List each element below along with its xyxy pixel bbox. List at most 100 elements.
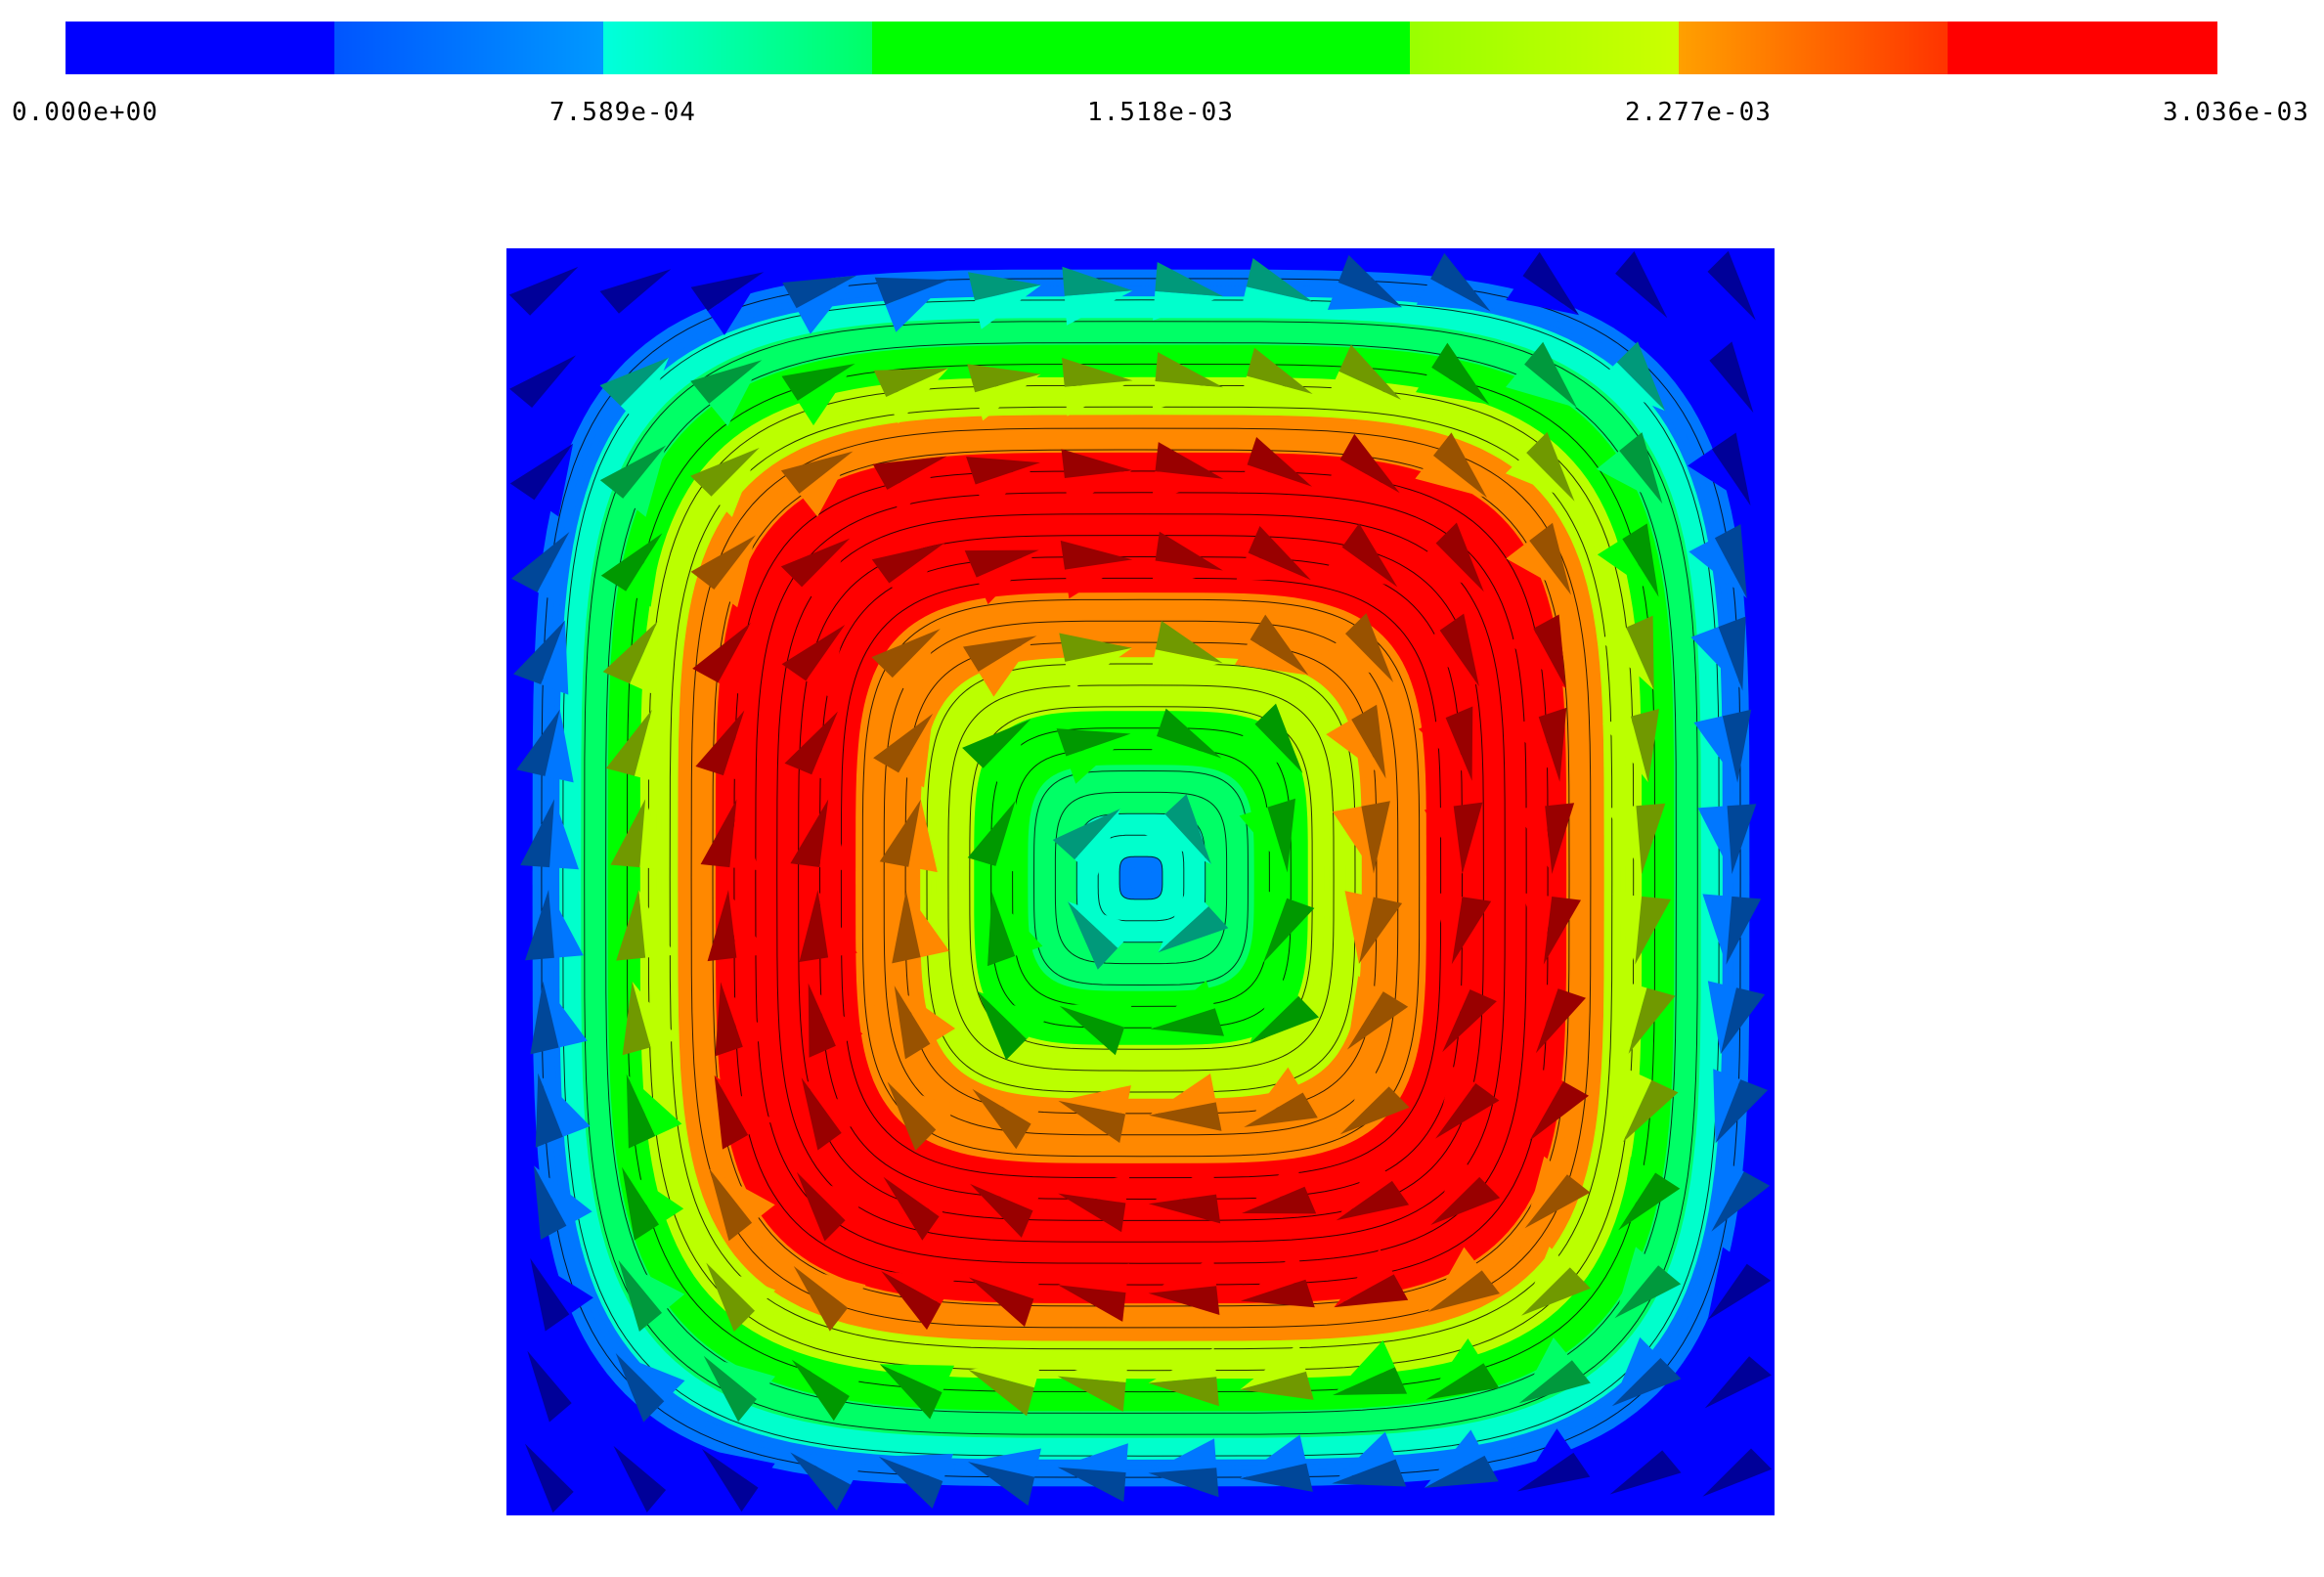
- velocity-arrow: [1062, 357, 1133, 416]
- contour-line: [840, 577, 1442, 1179]
- colorbar-segment: [334, 22, 604, 74]
- velocity-arrow: [1240, 1343, 1314, 1400]
- contour-line: [541, 278, 1741, 1478]
- velocity-arrow: [1416, 613, 1479, 687]
- velocity-arrow: [873, 368, 948, 424]
- contour-line: [733, 470, 1549, 1286]
- colorbar-tick-label: 7.589e-04: [549, 98, 696, 127]
- velocity-arrow: [871, 629, 941, 699]
- velocity-arrow: [1522, 893, 1581, 965]
- velocity-arrow: [1057, 1263, 1129, 1322]
- velocity-arrow: [1057, 1443, 1128, 1503]
- velocity-arrow: [780, 451, 854, 517]
- contour-line: [926, 663, 1356, 1093]
- velocity-arrow: [1432, 892, 1492, 965]
- velocity-arrow: [695, 710, 752, 785]
- velocity-arrow: [520, 799, 579, 870]
- velocity-arrow: [1687, 341, 1754, 414]
- contour-line: [755, 492, 1527, 1264]
- velocity-arrow: [1236, 526, 1311, 581]
- velocity-arrow: [1238, 437, 1312, 493]
- velocity-arrow: [1235, 614, 1309, 676]
- velocity-arrow: [1516, 1428, 1591, 1492]
- velocity-arrow: [966, 457, 1040, 512]
- velocity-arrow: [1515, 803, 1575, 874]
- velocity-arrow: [1609, 1427, 1682, 1495]
- velocity-arrow: [1325, 523, 1398, 588]
- contour-line: [1012, 749, 1270, 1007]
- velocity-arrow: [1152, 352, 1224, 411]
- velocity-arrow: [968, 1448, 1041, 1506]
- velocity-arrow: [1143, 794, 1211, 864]
- colorbar-segment: [872, 22, 1142, 74]
- colorbar: [66, 22, 2217, 74]
- velocity-arrow: [1244, 1067, 1318, 1127]
- velocity-arrow: [879, 1364, 954, 1420]
- velocity-arrow: [1702, 1427, 1773, 1497]
- velocity-arrow: [706, 1262, 776, 1333]
- velocity-arrow: [1416, 252, 1491, 312]
- velocity-arrow: [1061, 449, 1133, 507]
- velocity-arrow: [967, 800, 1025, 875]
- velocity-arrow: [968, 1359, 1042, 1417]
- colorbar-tick-label: 2.277e-03: [1625, 98, 1772, 127]
- velocity-arrow: [1242, 1160, 1317, 1214]
- velocity-arrow: [1596, 432, 1663, 504]
- velocity-arrow: [780, 538, 851, 608]
- colorbar-segment: [603, 22, 873, 74]
- velocity-arrow: [509, 355, 577, 427]
- velocity-arrow: [599, 357, 670, 427]
- velocity-arrow: [1240, 258, 1313, 316]
- velocity-arrow: [1435, 1066, 1500, 1139]
- velocity-arrow: [508, 266, 579, 336]
- velocity-arrow: [1424, 802, 1483, 874]
- contour-line: [1118, 855, 1163, 900]
- velocity-arrow: [781, 625, 846, 698]
- velocity-arrow: [707, 890, 767, 962]
- velocity-arrow: [613, 1445, 685, 1512]
- velocity-arrow: [1707, 981, 1766, 1055]
- velocity-arrow: [1416, 342, 1490, 405]
- velocity-arrow: [1418, 706, 1473, 781]
- velocity-arrow: [600, 533, 663, 607]
- velocity-arrow: [887, 1081, 957, 1151]
- velocity-arrow: [1150, 620, 1223, 679]
- velocity-arrow: [1056, 728, 1131, 784]
- velocity-arrow: [1711, 1158, 1771, 1232]
- velocity-arrow: [690, 448, 760, 517]
- contour-line: [626, 363, 1656, 1393]
- velocity-arrow: [511, 532, 570, 606]
- velocity-arrow: [1505, 431, 1575, 502]
- velocity-arrow: [1147, 708, 1222, 765]
- velocity-arrow: [1332, 1431, 1407, 1487]
- velocity-arrow: [1239, 1434, 1313, 1492]
- velocity-arrow: [1234, 703, 1303, 773]
- colorbar-segment: [66, 22, 335, 74]
- velocity-arrow: [1707, 1247, 1772, 1321]
- velocity-arrow: [1415, 522, 1484, 592]
- velocity-arrow: [796, 1171, 866, 1242]
- velocity-arrow: [1524, 1156, 1591, 1229]
- velocity-arrow: [1612, 894, 1671, 965]
- velocity-arrow: [968, 272, 1041, 329]
- velocity-arrow: [1415, 432, 1487, 499]
- velocity-arrow: [1596, 341, 1666, 412]
- velocity-arrow: [1508, 614, 1566, 689]
- velocity-arrow: [978, 991, 1047, 1061]
- velocity-arrow: [615, 1353, 685, 1423]
- velocity-arrow: [1326, 704, 1386, 779]
- velocity-arrow: [790, 799, 849, 871]
- velocity-arrows: [508, 250, 1773, 1513]
- velocity-arrow: [1687, 250, 1756, 321]
- velocity-arrow: [701, 1448, 775, 1512]
- velocity-arrow: [1057, 1353, 1129, 1412]
- velocity-arrow: [605, 709, 663, 784]
- velocity-arrow: [1688, 432, 1751, 506]
- velocity-arrow: [714, 1074, 774, 1150]
- velocity-arrow: [1239, 347, 1313, 405]
- velocity-arrow: [1240, 1251, 1315, 1308]
- velocity-arrow: [1606, 803, 1666, 875]
- contour-line: [861, 598, 1421, 1158]
- velocity-arrow: [781, 364, 855, 426]
- velocity-arrow: [790, 1452, 865, 1511]
